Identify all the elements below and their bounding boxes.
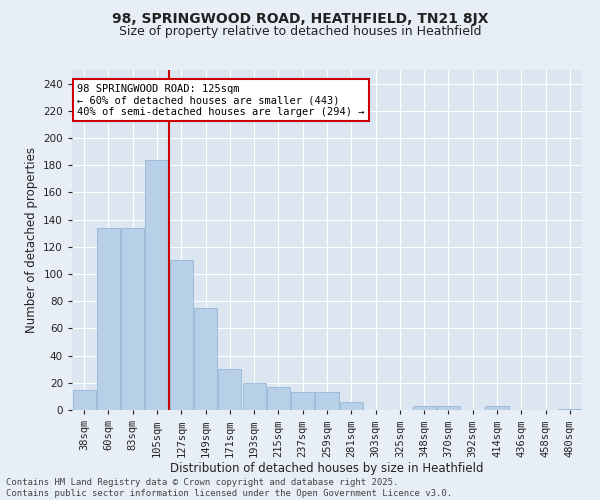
Bar — [242, 383, 266, 410]
Bar — [316, 392, 338, 410]
Bar — [73, 390, 95, 410]
Bar — [121, 228, 144, 410]
Bar — [291, 392, 314, 410]
X-axis label: Distribution of detached houses by size in Heathfield: Distribution of detached houses by size … — [170, 462, 484, 475]
Bar — [413, 406, 436, 410]
Bar — [267, 387, 290, 410]
Bar — [559, 408, 581, 410]
Bar — [145, 160, 169, 410]
Text: 98 SPRINGWOOD ROAD: 125sqm
← 60% of detached houses are smaller (443)
40% of sem: 98 SPRINGWOOD ROAD: 125sqm ← 60% of deta… — [77, 84, 365, 117]
Bar — [485, 406, 509, 410]
Bar — [437, 406, 460, 410]
Bar — [170, 260, 193, 410]
Text: 98, SPRINGWOOD ROAD, HEATHFIELD, TN21 8JX: 98, SPRINGWOOD ROAD, HEATHFIELD, TN21 8J… — [112, 12, 488, 26]
Text: Size of property relative to detached houses in Heathfield: Size of property relative to detached ho… — [119, 25, 481, 38]
Bar — [340, 402, 363, 410]
Y-axis label: Number of detached properties: Number of detached properties — [25, 147, 38, 333]
Text: Contains HM Land Registry data © Crown copyright and database right 2025.
Contai: Contains HM Land Registry data © Crown c… — [6, 478, 452, 498]
Bar — [218, 369, 241, 410]
Bar — [194, 308, 217, 410]
Bar — [97, 228, 120, 410]
